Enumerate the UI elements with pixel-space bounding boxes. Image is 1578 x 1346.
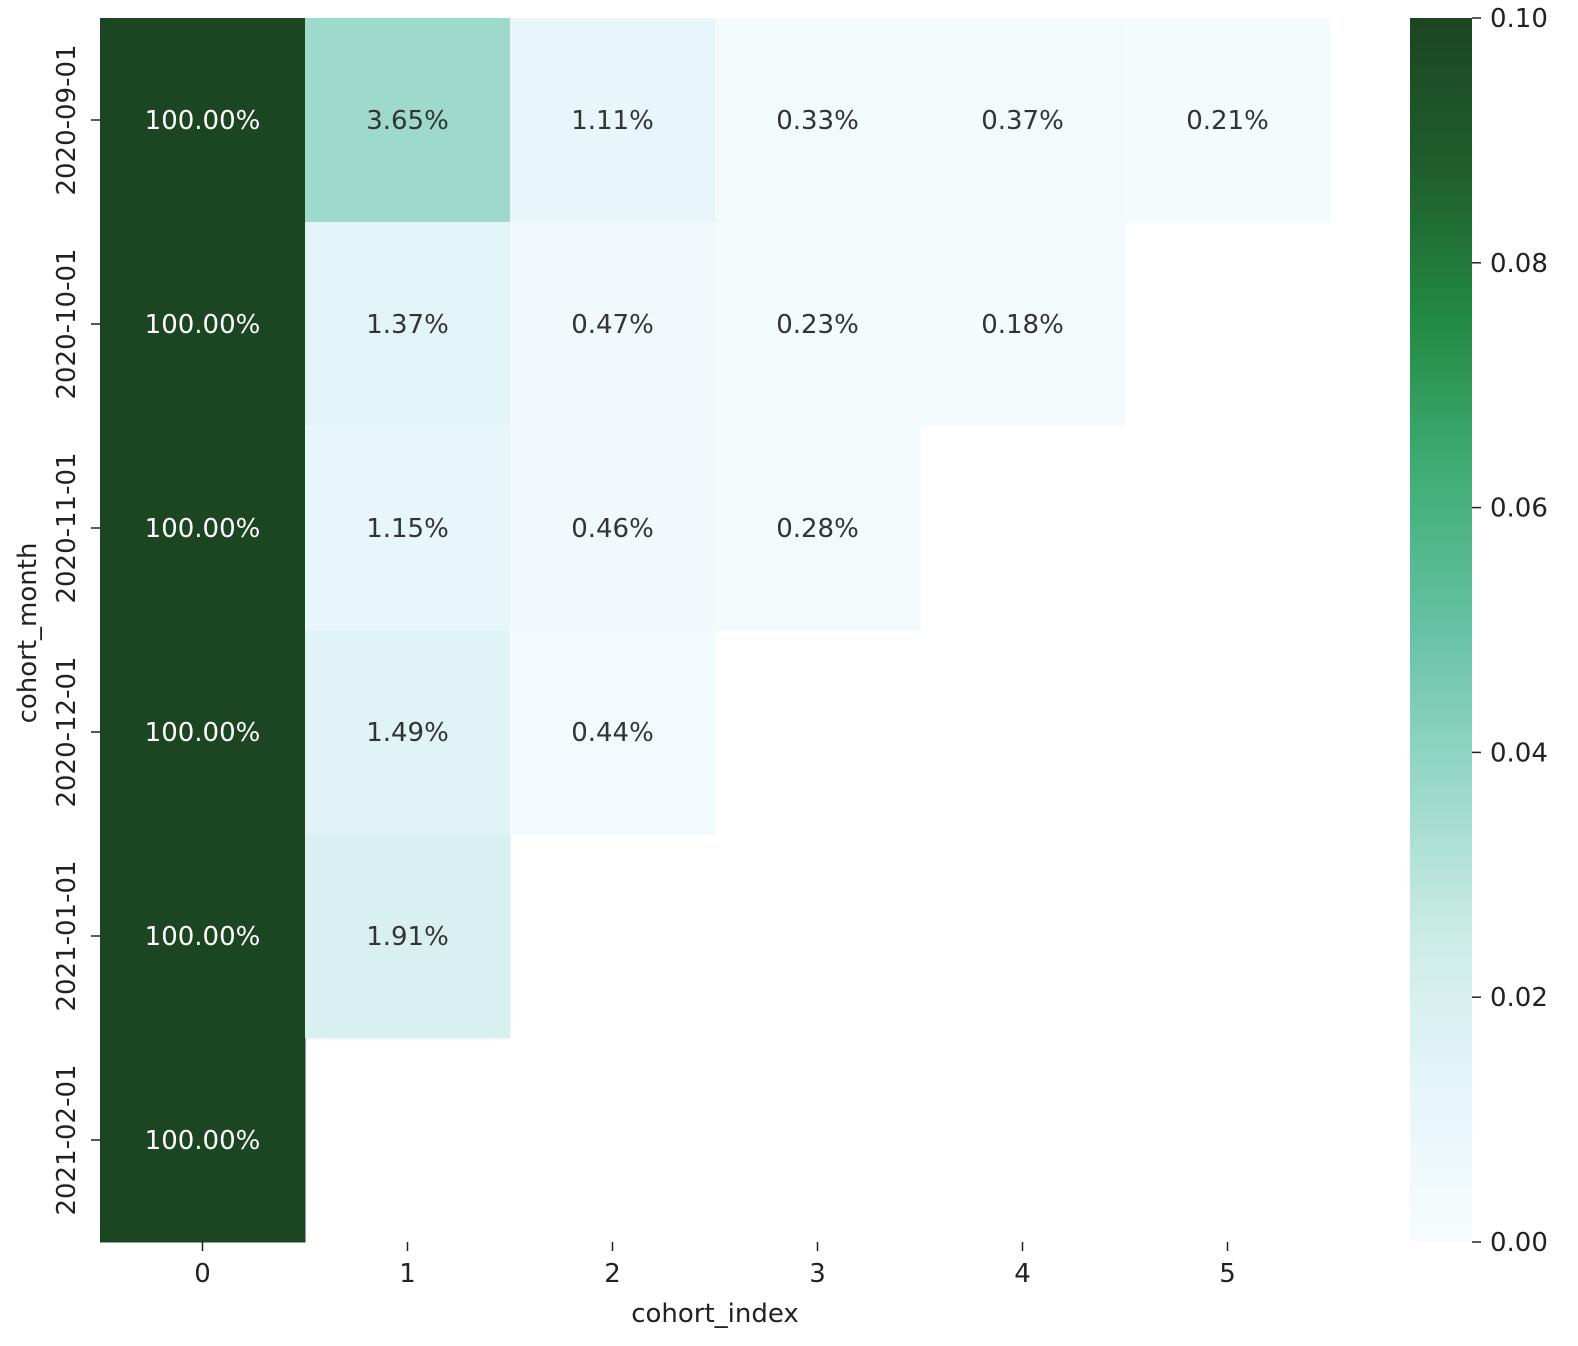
cell-value-label: 0.33%	[776, 106, 859, 136]
heatmap-cell	[510, 426, 716, 631]
heatmap-cell	[920, 222, 1126, 427]
x-tick-label: 1	[399, 1259, 416, 1289]
heatmap-cell	[715, 18, 921, 223]
cell-value-label: 1.37%	[366, 310, 449, 340]
x-tick-label: 0	[194, 1259, 211, 1289]
cell-value-label: 0.44%	[571, 718, 654, 748]
heatmap-cell	[510, 18, 716, 223]
heatmap-cell	[1125, 18, 1331, 223]
heatmap-cell	[100, 426, 306, 631]
cell-value-label: 0.37%	[981, 106, 1064, 136]
cell-value-label: 100.00%	[145, 310, 261, 340]
colorbar-tick-label: 0.00	[1490, 1228, 1548, 1258]
cell-value-label: 1.11%	[571, 106, 654, 136]
heatmap-cell-labels: 100.00% 3.65% 1.11% 0.33% 0.37% 0.21% 100.00% 1…	[145, 106, 1269, 1156]
cell-value-label: 1.15%	[366, 514, 449, 544]
colorbar-tick-label: 0.02	[1490, 983, 1548, 1013]
heatmap-cell	[100, 1038, 306, 1243]
heatmap-cell	[305, 18, 511, 223]
heatmap-cell	[100, 222, 306, 427]
cell-value-label: 100.00%	[145, 1126, 261, 1156]
heatmap-cell	[100, 834, 306, 1039]
cell-value-label: 100.00%	[145, 514, 261, 544]
heatmap-cell	[715, 426, 921, 631]
y-tick-label: 2020-10-01	[52, 248, 82, 399]
heatmap-cell	[305, 426, 511, 631]
colorbar: 0.00 0.02 0.04 0.06 0.08 0.10	[1410, 4, 1548, 1258]
cell-value-label: 100.00%	[145, 106, 261, 136]
y-tick-label: 2020-12-01	[52, 656, 82, 807]
heatmap-cell	[510, 222, 716, 427]
x-tick-label: 3	[809, 1259, 826, 1289]
cell-value-label: 0.23%	[776, 310, 859, 340]
cell-value-label: 100.00%	[145, 718, 261, 748]
heatmap-cells	[100, 18, 1331, 1243]
y-tick-label: 2021-02-01	[52, 1064, 82, 1215]
heatmap-cell	[715, 222, 921, 427]
y-axis: 2020-09-01 2020-10-01 2020-11-01 2020-12-01…	[52, 44, 100, 1216]
colorbar-tick-label: 0.08	[1490, 249, 1548, 279]
cell-value-label: 0.21%	[1186, 106, 1269, 136]
y-axis-label: cohort_month	[13, 543, 43, 724]
heatmap-cell	[305, 222, 511, 427]
heatmap-cell	[305, 630, 511, 835]
y-tick-label: 2020-11-01	[52, 452, 82, 603]
cell-value-label: 1.49%	[366, 718, 449, 748]
colorbar-tick-label: 0.04	[1490, 738, 1548, 768]
x-tick-label: 5	[1219, 1259, 1236, 1289]
heatmap-cell	[100, 18, 306, 223]
y-tick-label: 2021-01-01	[52, 860, 82, 1011]
heatmap-cell	[100, 630, 306, 835]
cell-value-label: 0.47%	[571, 310, 654, 340]
heatmap-cell	[305, 834, 511, 1039]
cell-value-label: 1.91%	[366, 922, 449, 952]
heatmap-cell	[920, 18, 1126, 223]
cell-value-label: 0.28%	[776, 514, 859, 544]
y-tick-label: 2020-09-01	[52, 44, 82, 195]
x-axis: 0 1 2 3 4 5	[194, 1242, 1236, 1289]
x-axis-label: cohort_index	[631, 1299, 799, 1329]
colorbar-tick-label: 0.10	[1490, 4, 1548, 34]
cell-value-label: 3.65%	[366, 106, 449, 136]
cell-value-label: 0.46%	[571, 514, 654, 544]
x-tick-label: 4	[1014, 1259, 1031, 1289]
cell-value-label: 100.00%	[145, 922, 261, 952]
x-tick-label: 2	[604, 1259, 621, 1289]
heatmap-cell	[510, 630, 716, 835]
cell-value-label: 0.18%	[981, 310, 1064, 340]
colorbar-tick-label: 0.06	[1490, 494, 1548, 524]
colorbar-gradient	[1410, 18, 1472, 1242]
